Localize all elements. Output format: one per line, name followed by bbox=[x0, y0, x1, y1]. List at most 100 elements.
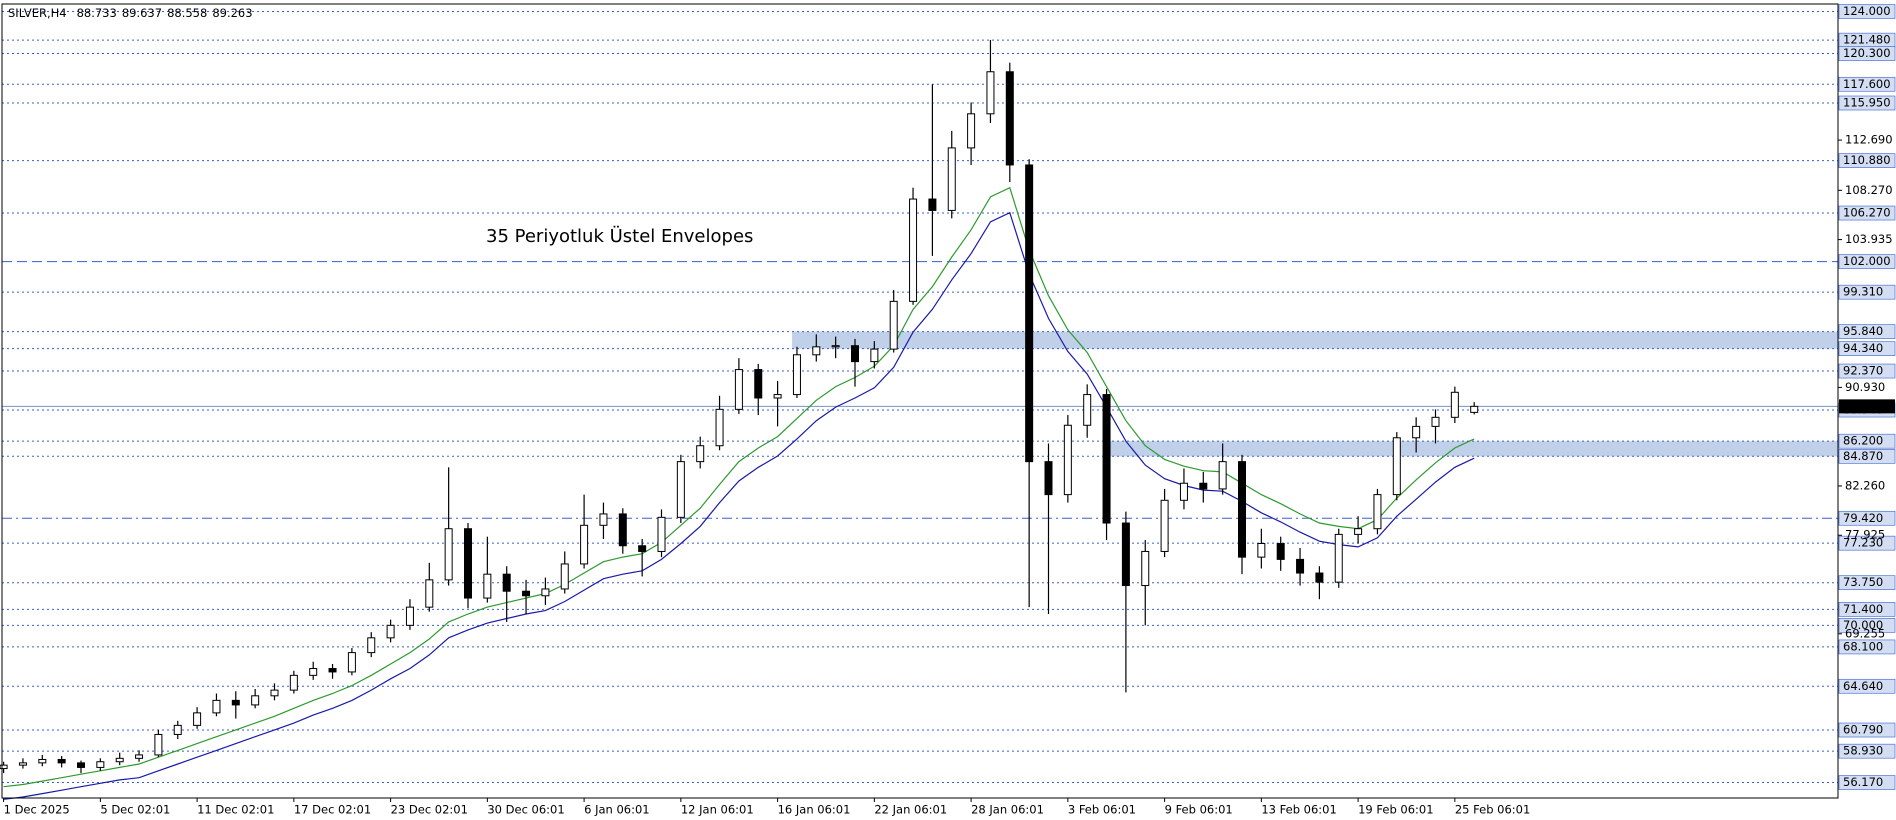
candle-body bbox=[522, 590, 531, 597]
candle-body bbox=[618, 513, 627, 547]
candle-body bbox=[1179, 482, 1188, 501]
candle-body bbox=[1238, 461, 1246, 558]
candle-body bbox=[734, 369, 743, 410]
level-label-box bbox=[1838, 341, 1896, 356]
candle-body bbox=[1044, 461, 1053, 496]
candle-body bbox=[1083, 394, 1092, 426]
zone bbox=[1104, 441, 1838, 457]
x-tick-label: 12 Jan 06:01 bbox=[681, 803, 754, 817]
candle-body bbox=[928, 198, 937, 211]
level-label-box bbox=[1838, 602, 1896, 617]
candle-body bbox=[851, 345, 859, 363]
x-tick-label: 16 Jan 06:01 bbox=[778, 803, 851, 817]
last-price-label: 89.263 bbox=[1843, 399, 1883, 413]
last-open: 88.733 bbox=[77, 6, 117, 20]
candle-body bbox=[1141, 550, 1150, 587]
last-close: 89.263 bbox=[212, 6, 252, 20]
last-high: 89.637 bbox=[122, 6, 162, 20]
level-label: 68.100 bbox=[1843, 639, 1883, 653]
plot-underlay bbox=[2, 11, 1838, 784]
candle-body bbox=[1373, 494, 1382, 530]
x-tick-label: 3 Feb 06:01 bbox=[1068, 803, 1136, 817]
level-label: 106.270 bbox=[1843, 206, 1891, 220]
candle-body bbox=[1276, 542, 1285, 560]
candle-body bbox=[1296, 558, 1305, 574]
level-label: 79.420 bbox=[1843, 511, 1883, 525]
level-label: 56.170 bbox=[1843, 775, 1883, 789]
level-label: 117.600 bbox=[1843, 77, 1891, 91]
x-tick-label: 22 Jan 06:01 bbox=[874, 803, 947, 817]
candle-body bbox=[289, 674, 298, 691]
x-tick-label: 1 Dec 2025 bbox=[4, 803, 70, 817]
candle-body bbox=[676, 461, 685, 518]
candle-body bbox=[599, 513, 608, 526]
candle-body bbox=[1025, 164, 1034, 463]
level-label: 64.640 bbox=[1843, 679, 1883, 693]
level-label: 77.230 bbox=[1843, 536, 1883, 550]
candle-body bbox=[967, 113, 976, 149]
candle-body bbox=[870, 348, 879, 363]
level-label: 115.950 bbox=[1843, 96, 1891, 110]
x-tick-label: 6 Jan 06:01 bbox=[584, 803, 650, 817]
candle-body bbox=[483, 573, 492, 599]
candle-body bbox=[115, 757, 124, 763]
level-label-box bbox=[1838, 46, 1896, 61]
candle-body bbox=[812, 346, 821, 356]
level-label-box bbox=[1838, 254, 1896, 269]
x-tick-label: 13 Feb 06:01 bbox=[1261, 803, 1336, 817]
zone bbox=[792, 331, 1838, 349]
level-label-box bbox=[1838, 95, 1896, 111]
candle-body bbox=[541, 588, 550, 597]
x-tick-label: 9 Feb 06:01 bbox=[1165, 803, 1233, 817]
x-tick-label: 19 Feb 06:01 bbox=[1358, 803, 1433, 817]
candle-body bbox=[251, 695, 260, 706]
y-tick-label: 69.255 bbox=[1845, 626, 1885, 640]
x-tick-label: 25 Feb 06:01 bbox=[1455, 803, 1530, 817]
candle-body bbox=[328, 668, 337, 673]
candle-body bbox=[1218, 461, 1227, 490]
candle-body bbox=[173, 724, 182, 735]
candle-body bbox=[580, 524, 589, 565]
y-tick-label: 112.690 bbox=[1845, 133, 1893, 147]
symbol: SILVER,H4 bbox=[8, 6, 67, 20]
candle-body bbox=[212, 699, 221, 714]
level-label-box bbox=[1838, 284, 1896, 300]
candle-body bbox=[986, 71, 995, 115]
candle-body bbox=[1121, 522, 1130, 587]
candle-body bbox=[270, 689, 279, 697]
candle-body bbox=[909, 198, 918, 302]
candle-body bbox=[231, 699, 240, 706]
candle-body bbox=[1257, 542, 1266, 558]
candle-body bbox=[38, 758, 47, 764]
level-label: 58.930 bbox=[1843, 744, 1883, 758]
level-label-box bbox=[1838, 433, 1896, 449]
annotation: 35 Periyotluk Üstel Envelopes bbox=[486, 225, 753, 247]
level-label-box bbox=[1838, 205, 1896, 221]
plot-frame bbox=[1, 3, 1839, 799]
chart-title: SILVER,H4 88.733 89.637 88.558 89.263 bbox=[8, 6, 253, 20]
candle-body bbox=[502, 573, 511, 592]
level-label-box bbox=[1838, 510, 1896, 526]
candle-body bbox=[464, 528, 472, 599]
candle-body bbox=[1005, 71, 1014, 166]
level-label: 70.000 bbox=[1843, 618, 1883, 632]
x-tick-label: 17 Dec 02:01 bbox=[294, 803, 371, 817]
level-label-box bbox=[1838, 722, 1896, 738]
candle-body bbox=[1354, 528, 1363, 535]
level-label-box bbox=[1838, 775, 1896, 790]
candle-body bbox=[193, 712, 202, 726]
candle-body bbox=[405, 606, 414, 626]
last-low: 88.558 bbox=[167, 6, 207, 20]
candle-body bbox=[135, 754, 144, 759]
candle-body bbox=[386, 624, 395, 639]
level-label-box bbox=[1838, 76, 1896, 92]
y-tick-label: 108.270 bbox=[1845, 183, 1893, 197]
candle-body bbox=[1063, 424, 1072, 496]
candle-body bbox=[1392, 437, 1401, 496]
candle-body bbox=[638, 545, 647, 552]
candle-body bbox=[1315, 572, 1324, 583]
level-label-box bbox=[1838, 4, 1896, 19]
level-label-box bbox=[1838, 324, 1896, 339]
level-label: 86.200 bbox=[1843, 434, 1883, 448]
